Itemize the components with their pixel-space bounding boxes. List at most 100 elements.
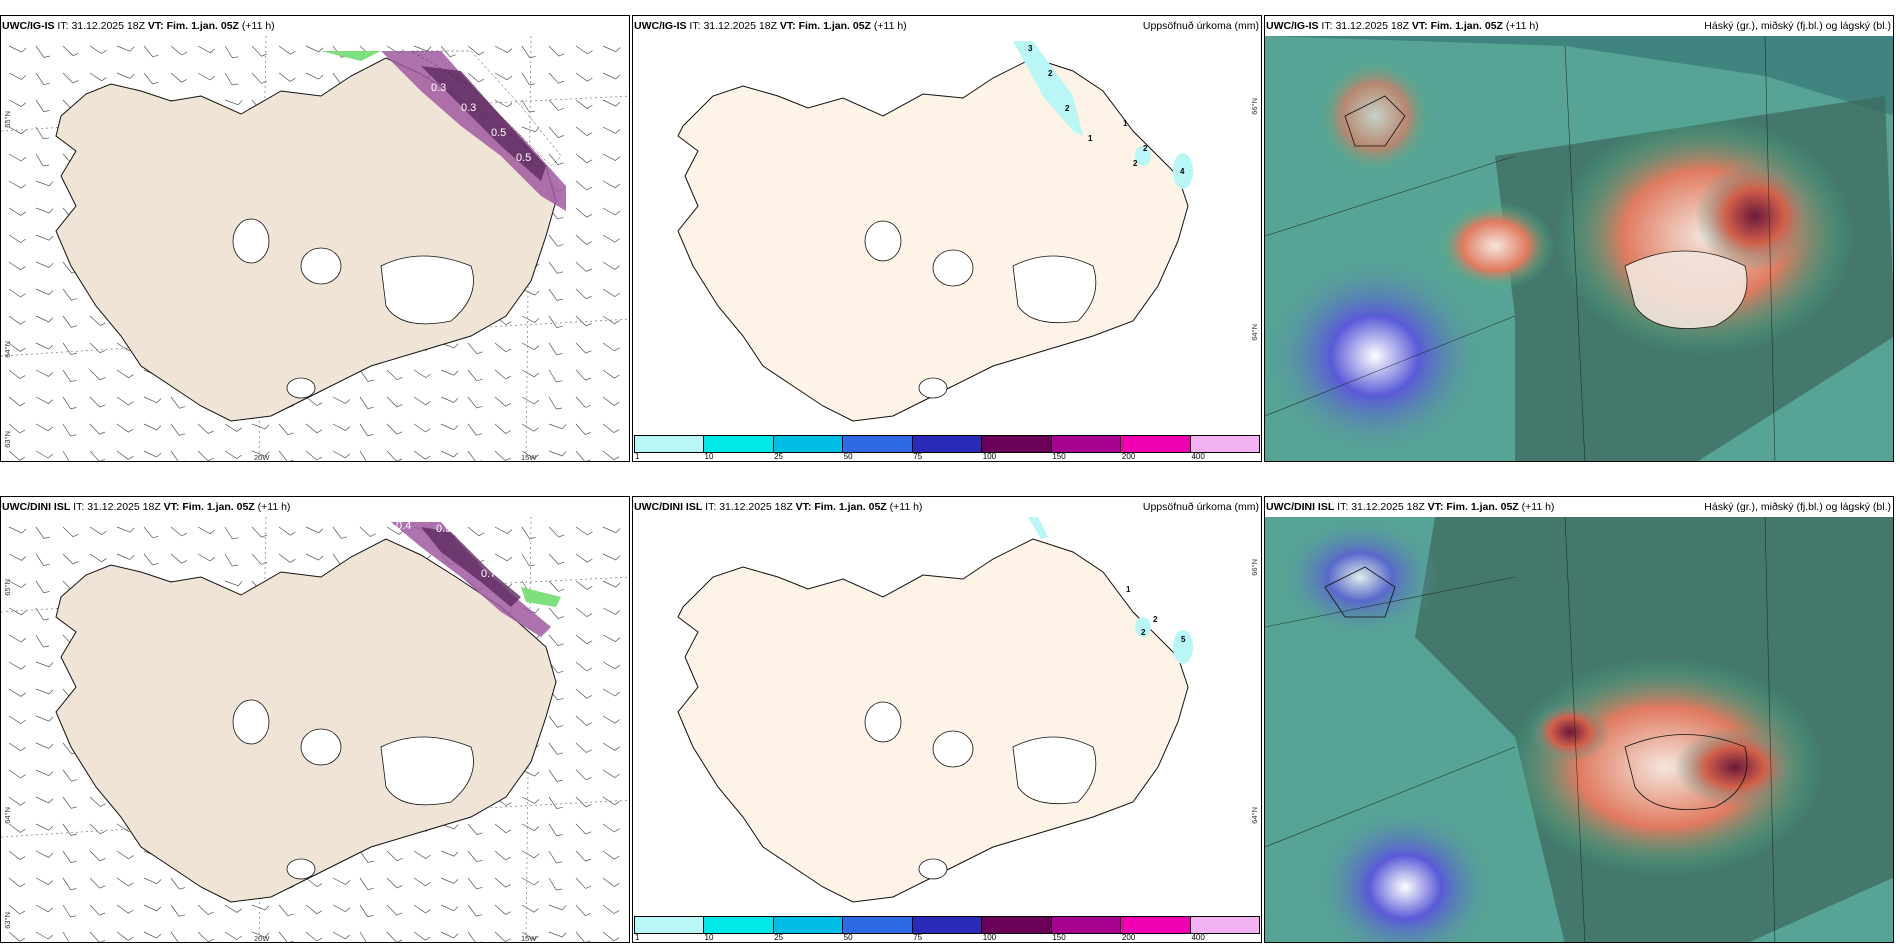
wind-barb [521,796,540,804]
wind-barb [8,99,27,108]
wind-barb [521,423,539,432]
colorbar-tick: 50 [843,452,853,461]
wind-barb [224,450,242,460]
wind-barb [548,315,563,328]
iceland-land [677,538,1189,903]
wind-barb [602,72,621,80]
wind-barb [494,450,511,461]
contour-labels: 1 2 2 5 [1126,585,1186,644]
lon-label: 20W [254,453,270,462]
wind-barb [35,207,54,214]
wind-barb [413,450,431,460]
wind-barb [386,526,404,535]
lat-label: 63°N [3,431,12,448]
wind-barb [305,45,324,53]
wind-barb [440,931,459,939]
wind-barb [305,877,323,888]
wind-barb [8,769,26,779]
wind-barb [548,661,564,674]
wind-barb [35,607,50,621]
contour-label: 5 [1181,635,1186,644]
wind-barb [602,661,621,670]
wind-barb [359,931,367,942]
wind-barb [251,553,268,565]
colorbar-swatch [1190,436,1259,452]
wind-barb [116,450,134,460]
precip-panel-row2: UWC/DINI ISL IT: 31.12.2025 18Z VT: Fim.… [632,496,1262,943]
wind-barb [386,877,403,889]
wind-barb [440,877,459,884]
wind-barb [467,45,485,56]
wind-barb [359,904,374,918]
wind-barb [35,72,50,85]
wind-barb [575,634,593,645]
wind-barb [359,450,367,461]
wind-barb [548,153,564,166]
wind-barb [602,580,621,588]
colorbar-tick: 10 [704,933,714,942]
wind-barb [35,931,54,940]
wind-barb [521,931,539,940]
wind-barb [89,342,106,354]
wind-barb [89,904,106,916]
wind-barb [116,877,134,887]
wind-barb [35,369,54,377]
wind-barb [602,423,620,434]
wind-barb [8,931,26,942]
lat-label: 66°N [1250,98,1259,115]
wind-barb [548,823,563,837]
wind-barb [359,877,374,890]
wind-barb [521,877,540,886]
wind-barb [305,450,323,461]
wind-barb [494,823,512,834]
wind-barb [332,904,351,913]
wind-barb [89,526,107,536]
wind-barb [89,369,106,381]
wind-barb [575,661,593,672]
wind-barb [197,72,216,81]
wind-barb [332,423,351,432]
wind-barb [575,580,593,590]
wind-barb [170,526,188,537]
wind-barb [62,877,77,891]
colorbar-tick: 25 [774,933,784,942]
wind-barb [602,234,620,243]
snow-label: 0.7 [481,568,496,580]
wind-barb [467,72,485,83]
wind-barb [602,931,620,942]
wind-barb [575,823,592,835]
colorbar-swatch [1051,436,1122,452]
wind-barb [575,315,592,327]
iceland-land [677,57,1189,422]
wind-barb [602,261,620,270]
wind-barb [62,823,77,836]
wind-barb [62,45,79,57]
wind-map: 0.3 0.3 0.5 0.5 [1,36,629,461]
cloud-title: Háský (gr.), miðský (fj.bl.) og lágský (… [1704,501,1891,513]
snow-label: 0.3 [461,102,476,114]
wind-barb [251,450,270,457]
wind-barb [494,877,512,888]
wind-barb [575,796,592,808]
wind-barb [575,450,591,461]
wind-barb [521,288,540,296]
wind-barb [602,634,621,643]
wind-barb [548,607,564,620]
colorbar-swatch [1190,917,1259,933]
wind-barb [602,607,621,615]
colorbar-swatch [1051,917,1122,933]
wind-barb [197,904,214,915]
wind-barb [143,450,162,458]
wind-barb [575,207,593,218]
colorbar-ticks: 1 10 25 50 75 100 150 200 400 [634,933,1260,942]
wind-barb [89,877,106,889]
wind-barb [575,396,592,408]
wind-barb [278,45,296,55]
colorbar-ticks: 1 10 25 50 75 100 150 200 400 [634,452,1260,461]
wind-barb [413,396,431,406]
wind-barb [62,553,79,565]
wind-barb [305,931,323,942]
wind-barb [224,580,243,587]
wind-barb [62,450,70,461]
wind-barb [494,423,511,434]
